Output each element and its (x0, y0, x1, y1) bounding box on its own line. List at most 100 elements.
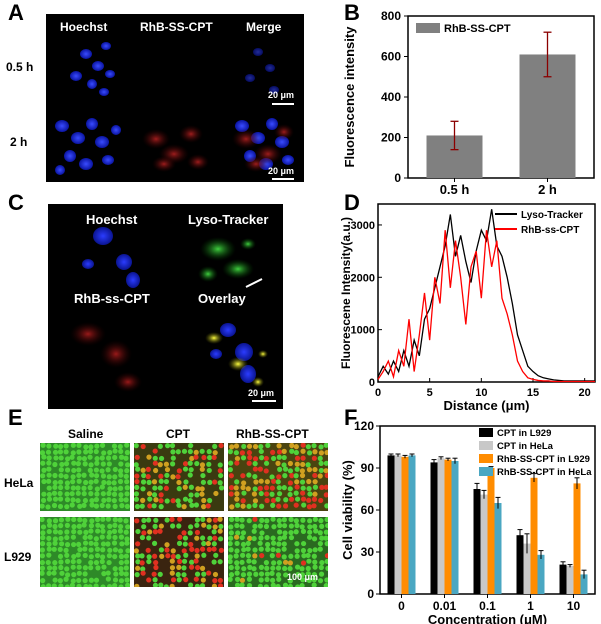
cell-dot (299, 468, 305, 474)
cell-dot (263, 584, 269, 587)
cell-dot (81, 522, 87, 528)
cell-dot (64, 467, 71, 473)
cell-dot (87, 448, 94, 455)
cell-dot (140, 566, 146, 572)
cell-dot (263, 523, 270, 530)
cell-dot (188, 467, 194, 473)
cell-dot (300, 490, 306, 496)
cell-dot (200, 479, 207, 485)
cell-dot (217, 517, 223, 522)
cell-dot (324, 503, 328, 509)
cell-dot (170, 474, 176, 480)
cell-dot (177, 558, 183, 565)
cell-dot (170, 455, 176, 461)
cell-dot (299, 524, 305, 530)
cell-dot (269, 491, 275, 497)
cell-dot (135, 541, 141, 547)
panel-a-row-2h: 2 h (10, 135, 28, 149)
cell-dot (229, 504, 235, 510)
cell-dot (146, 535, 152, 541)
cell-dot (146, 577, 152, 583)
bar (430, 462, 438, 594)
cell-dot (276, 454, 282, 460)
cell-dot (63, 547, 69, 553)
cell-dot (158, 492, 164, 498)
cell-dot (234, 491, 240, 497)
cell-dot (287, 491, 293, 498)
cell-dot (107, 547, 113, 553)
cell-dot (188, 582, 194, 587)
cell-dot (112, 547, 119, 553)
cell-dot (205, 540, 211, 547)
cell-dot (52, 479, 58, 486)
cell-dot (107, 449, 113, 456)
cell-dot (294, 466, 300, 472)
cell-dot (40, 584, 46, 587)
cell-dot (206, 454, 213, 461)
cell-dot (157, 571, 163, 577)
cell-dot (324, 517, 328, 523)
cell-dot (234, 522, 240, 529)
cell-dot (45, 504, 51, 510)
cell-dot (70, 474, 76, 480)
panel-e-tile-hela-cpt (134, 443, 224, 511)
cell-dot (64, 552, 70, 558)
legend-label: RhB-SS-CPT in L929 (497, 454, 590, 465)
cell-dot (194, 522, 200, 528)
cell-dot (93, 473, 100, 479)
cell-dot (299, 566, 305, 572)
cell-dot (94, 443, 100, 449)
cell-dot (246, 571, 253, 577)
cell-dot (139, 553, 145, 559)
cell-dot (46, 565, 53, 571)
cell-dot (200, 472, 206, 479)
cell-dot (246, 503, 252, 509)
bar (444, 459, 452, 594)
cell-dot (324, 577, 328, 583)
cell-dot (246, 472, 252, 478)
cell-dot (306, 558, 312, 564)
cell-dot (169, 570, 175, 576)
cell-dot (157, 485, 163, 491)
cell-dot (233, 553, 239, 559)
cell-dot (270, 502, 276, 509)
cell-dot (83, 583, 89, 587)
cell-dot (294, 522, 300, 529)
cell-dot (201, 540, 207, 547)
cell-dot (270, 565, 276, 571)
cell-dot (289, 448, 295, 454)
cell-dot (151, 503, 157, 509)
cell-dot (59, 570, 65, 576)
cell-dot (212, 571, 219, 578)
cell-dot (175, 498, 181, 504)
cell-dot (106, 534, 112, 540)
cell-dot (53, 455, 59, 461)
cell-dot (312, 466, 318, 473)
cell-dot (151, 540, 158, 546)
cell-dot (206, 467, 212, 474)
cell-dot (106, 474, 112, 480)
cell-dot (89, 518, 95, 524)
cell-dot (288, 496, 295, 502)
cell-dot (158, 478, 164, 484)
cell-dot (175, 554, 181, 560)
cell-dot (187, 497, 193, 504)
cell-dot (252, 553, 258, 559)
cell-dot (258, 443, 264, 450)
cell-dot (76, 455, 82, 461)
cell-dot (270, 546, 276, 553)
cell-dot (193, 576, 199, 582)
cell-dot (282, 473, 288, 479)
cell-dot (189, 559, 195, 565)
cell-dot (164, 466, 171, 473)
cell-dot (70, 485, 76, 491)
cell-dot (245, 546, 251, 552)
cell-dot (106, 553, 112, 559)
cell-dot (59, 461, 65, 468)
cell-dot (276, 576, 282, 582)
cell-dot (218, 485, 224, 491)
cell-dot (188, 492, 194, 498)
cell-dot (218, 523, 224, 530)
cell-dot (105, 467, 111, 473)
cell-dot (275, 583, 281, 587)
